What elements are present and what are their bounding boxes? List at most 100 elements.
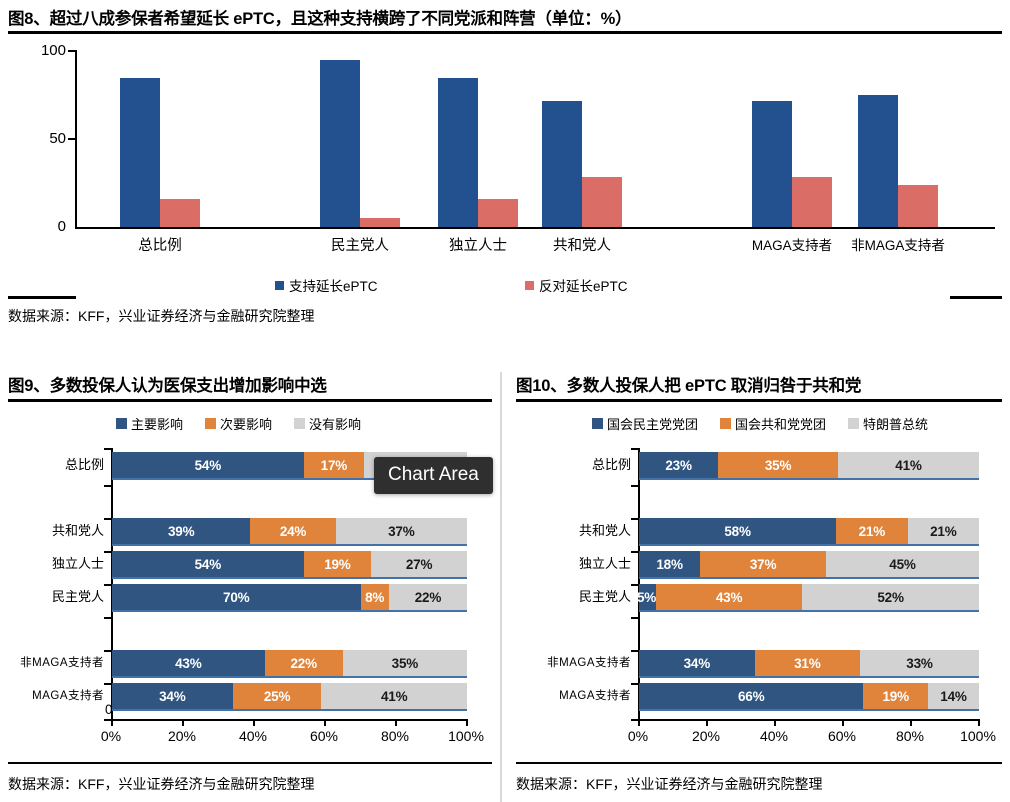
fig8-legend-item-oppose[interactable]: 反对延长ePTC [525,275,628,295]
fig10-legend-label-0: 国会民主党党团 [607,417,699,432]
fig8-bar-blue-4 [752,101,792,227]
fig10-source-rule [516,762,1002,765]
fig9-ytick-5 [104,617,111,619]
fig9-zero-label: 0 [105,702,113,717]
fig10-val-3-2: 52% [877,589,904,605]
fig9-xlabel-3: 60% [309,728,339,744]
fig8-bar-red-0 [160,199,200,227]
fig9-row-underline-0 [112,478,467,480]
fig8-title-rule [8,31,1002,34]
fig8-legend-item-support[interactable]: 支持延长ePTC [275,275,378,295]
fig10-row-underline-3 [639,610,979,612]
fig10-val-4-1: 31% [794,655,821,671]
fig9-legend-item-1[interactable]: 次要影响 [205,414,272,433]
fig8-title: 图8、超过八成参保者希望延长 ePTC，且这种支持横跨了不同党派和阵营（单位：%… [8,10,632,28]
fig9-seg-0-1: 17% [303,452,365,478]
fig9-seg-2-2: 27% [371,551,467,577]
fig10-xlabel-4: 80% [895,728,925,744]
fig10-ytick-2 [631,518,638,520]
fig9-row-1: 39% 24% 37% [112,518,467,546]
legend-swatch-orange-icon [205,418,217,429]
fig10-seg-3-1: 43% [656,584,803,610]
fig10-val-2-1: 37% [749,556,777,572]
fig10-legend-item-1[interactable]: 国会共和党党团 [720,414,826,433]
fig9-val-4-0: 43% [175,655,202,671]
fig10-source: 数据来源：KFF，兴业证券经济与金融研究院整理 [516,776,823,792]
fig10-xtick-1 [706,719,708,726]
fig9-legend-item-2[interactable]: 没有影响 [294,414,361,433]
fig10-xlabel-0: 0% [627,728,649,744]
fig10-row-underline-5 [639,709,979,711]
fig10-legend-item-2[interactable]: 特朗普总统 [848,414,928,433]
fig10-ytick-0 [631,448,638,450]
fig9-seg-2-1: 19% [303,551,372,577]
fig9-legend-label-1: 次要影响 [220,417,273,432]
fig10-row-label-1: 共和党人 [578,523,631,538]
fig9-xlabel-0: 0% [100,728,122,744]
fig9-y-axis [111,448,113,719]
fig9-ytick-0 [104,448,111,450]
fig10-row-3: 5% 43% 52% [636,584,979,612]
fig10-row-label-2: 独立人士 [578,556,631,571]
fig10-val-5-2: 14% [940,688,967,704]
fig10-val-0-2: 41% [895,457,922,473]
fig9-row-label-2: 独立人士 [51,556,104,571]
fig9-ytick-7 [104,683,111,685]
fig10-val-3-0: 5% [636,589,657,605]
fig8-bar-blue-2 [438,78,478,227]
legend-swatch-red-icon [525,280,534,290]
fig10-xlabel-3: 60% [827,728,857,744]
fig9-title: 图9、多数投保人认为医保支出增加影响中选 [8,377,327,395]
fig8-ytick-0: 0 [57,218,66,235]
fig10-legend-item-0[interactable]: 国会民主党党团 [592,414,698,433]
fig8-legend-label-0: 支持延长ePTC [289,279,378,294]
fig10-ytick-7 [631,683,638,685]
fig10-val-4-0: 34% [683,655,711,671]
fig9-val-3-1: 8% [365,589,385,605]
fig9-val-1-0: 39% [168,523,195,539]
fig10-panel: 图10、多数人投保人把 ePTC 取消归咎于共和党 国会民主党党团 国会共和党党… [516,372,1002,802]
fig10-row-label-5: MAGA支持者 [559,690,631,702]
fig10-row-2: 18% 37% 45% [639,551,979,579]
fig10-xlabel-2: 40% [759,728,789,744]
fig10-seg-0-2: 41% [838,452,979,478]
fig10-val-1-1: 21% [858,523,886,539]
fig10-seg-3-2: 52% [802,584,979,610]
fig9-legend-item-0[interactable]: 主要影响 [116,414,183,433]
fig10-seg-1-0: 58% [639,518,837,544]
fig10-val-1-2: 21% [930,523,957,539]
fig9-val-1-2: 37% [388,523,415,539]
fig9-seg-3-0: 70% [112,584,361,610]
fig9-legend: 主要影响 次要影响 没有影响 [116,414,383,433]
fig10-ytick-5 [631,617,638,619]
fig8-source-rule [8,296,76,299]
fig9-row-3: 70% 8% 22% [112,584,467,612]
fig9-seg-4-1: 22% [264,650,343,676]
fig10-seg-3-0: 5% [636,584,657,610]
fig10-xtick-0 [638,719,640,726]
fig8-source-rule-right [950,296,1002,299]
fig8-ytick-mark-100 [68,50,76,52]
fig9-row-label-4: 非MAGA支持者 [20,657,104,669]
fig10-row-underline-1 [639,544,979,546]
fig9-seg-1-1: 24% [250,518,336,544]
fig9-xlabel-4: 80% [380,728,410,744]
fig9-val-2-1: 19% [324,556,351,572]
fig9-xtick-3 [324,719,326,726]
fig10-ytick-4 [631,584,638,586]
fig10-ytick-1 [631,485,638,487]
fig8-ytick-100: 100 [40,42,66,59]
fig8-source: 数据来源：KFF，兴业证券经济与金融研究院整理 [8,308,315,324]
fig10-legend-label-2: 特朗普总统 [863,417,929,432]
fig8-chart: 100 50 0 总比例 民主党人 独立人士 共和党人 MAGA支持者 非MAG [0,36,1010,296]
fig9-val-3-2: 22% [414,589,442,605]
fig8-bar-blue-0 [120,78,160,227]
fig10-title: 图10、多数人投保人把 ePTC 取消归咎于共和党 [516,377,862,395]
fig8-cat-label-4: MAGA支持者 [751,238,833,253]
fig9-val-1-1: 24% [279,523,307,539]
legend-swatch-blue-icon [116,418,127,429]
fig10-seg-5-0: 66% [639,683,864,709]
fig9-xlabel-5: 100% [448,728,484,744]
fig9-val-3-0: 70% [223,589,250,605]
fig9-xtick-4 [395,719,397,726]
